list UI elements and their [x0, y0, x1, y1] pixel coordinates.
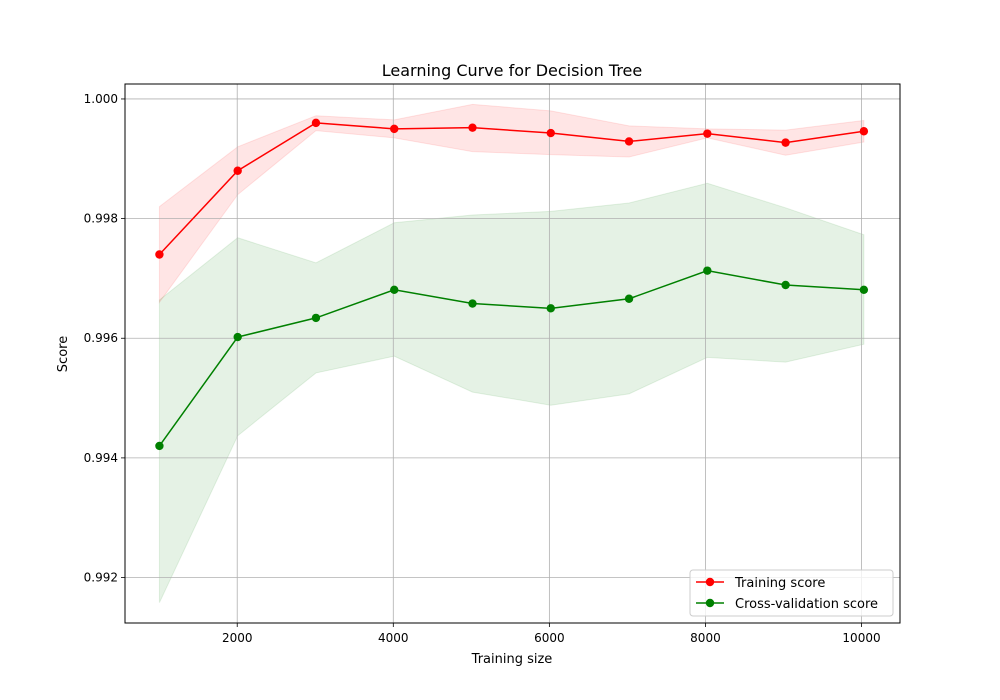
series-lines — [158, 122, 864, 447]
data-point-cross-validation — [703, 266, 712, 275]
y-tick-label: 1.000 — [84, 92, 118, 106]
legend-marker-cross-validation — [705, 598, 715, 608]
plot-frame — [124, 83, 901, 624]
data-point-training — [703, 129, 712, 138]
data-point-training — [624, 137, 634, 146]
data-point-cross-validation — [624, 294, 634, 303]
chart-title: Learning Curve for Decision Tree — [382, 61, 642, 80]
x-tick-label: 8000 — [690, 631, 721, 645]
data-point-training — [781, 138, 790, 147]
data-point-training — [155, 250, 164, 259]
data-point-cross-validation — [390, 285, 399, 294]
series-line-training — [158, 122, 864, 256]
y-axis-ticks: 0.992 0.994 0.996 0.998 1.000 — [84, 92, 125, 585]
legend-label-training: Training score — [734, 576, 825, 591]
confidence-band-training — [158, 103, 865, 304]
x-axis-ticks: 2000 4000 6000 8000 10000 — [222, 623, 881, 645]
series-line-cross-validation — [158, 269, 864, 447]
data-point-cross-validation — [468, 299, 477, 308]
legend-label-cross-validation: Cross-validation score — [735, 597, 878, 612]
data-point-training — [468, 123, 477, 132]
y-tick-label: 0.994 — [84, 451, 118, 465]
data-point-cross-validation — [781, 280, 790, 290]
grid-lines — [125, 84, 900, 623]
legend-marker-training — [705, 577, 715, 587]
data-point-training — [233, 166, 242, 175]
data-point-training — [546, 128, 555, 138]
legend: Training score Cross-validation score — [689, 569, 894, 617]
data-point-cross-validation — [311, 313, 321, 323]
x-tick-label: 6000 — [534, 631, 565, 645]
data-point-cross-validation — [546, 304, 555, 313]
y-tick-label: 0.992 — [84, 571, 118, 585]
y-tick-label: 0.996 — [84, 331, 118, 345]
series-markers — [155, 118, 869, 451]
x-tick-label: 10000 — [842, 631, 880, 645]
data-point-training — [311, 118, 321, 128]
confidence-bands — [158, 103, 865, 603]
legend-box — [689, 569, 894, 617]
data-point-training — [859, 127, 869, 136]
x-tick-label: 2000 — [222, 631, 253, 645]
data-point-training — [390, 124, 399, 134]
x-tick-label: 4000 — [378, 631, 409, 645]
data-point-cross-validation — [233, 332, 242, 342]
confidence-band-cross-validation — [158, 182, 865, 603]
data-point-cross-validation — [155, 441, 164, 451]
y-axis-label: Score — [56, 336, 71, 372]
data-point-cross-validation — [859, 285, 869, 294]
y-tick-label: 0.998 — [84, 212, 118, 226]
x-axis-label: Training size — [471, 652, 553, 667]
